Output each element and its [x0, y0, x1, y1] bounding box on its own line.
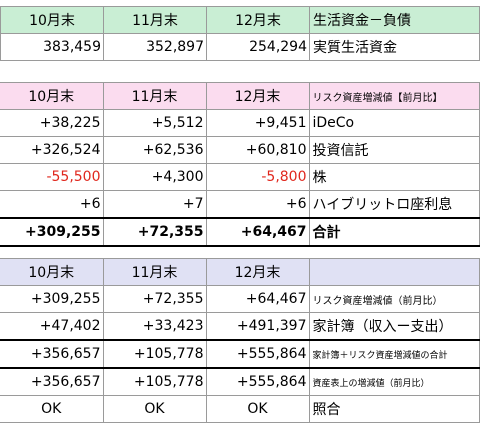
total-cell-nov[interactable]: +72,355 [102, 217, 207, 247]
value-cell-oct[interactable]: +38,225 [0, 109, 104, 137]
total-cell-dec[interactable]: +64,467 [205, 217, 310, 247]
header-cell-title[interactable]: リスク資産増減値【前月比】 [308, 82, 480, 110]
value-cell-dec[interactable]: 254,294 [206, 33, 310, 61]
value-cell-nov[interactable]: +7 [102, 190, 207, 219]
header-cell-title[interactable] [308, 258, 480, 286]
value-cell-oct[interactable]: +356,657 [0, 367, 104, 396]
row-label-cell[interactable]: iDeCo [308, 109, 480, 137]
header-cell-dec[interactable]: 12月末 [206, 6, 310, 34]
header-row: 10月末 11月末 12月末 [0, 258, 480, 286]
row-label-cell[interactable]: 家計簿＋リスク資産増減値の合計 [308, 339, 480, 369]
table-row: -55,500 +4,300 -5,800 株 [0, 163, 480, 191]
row-label-cell[interactable]: 照合 [308, 395, 480, 423]
table-row: +309,255 +72,355 +64,467 リスク資産増減値（前月比） [0, 285, 480, 313]
table-row: +356,657 +105,778 +555,864 資産表上の増減値（前月比） [0, 367, 480, 396]
header-cell-dec[interactable]: 12月末 [205, 82, 310, 110]
table-row: +6 +7 +6 ハイブリットロ座利息 [0, 190, 480, 219]
value-cell-dec[interactable]: +555,864 [205, 367, 310, 396]
table-row: +326,524 +62,536 +60,810 投資信託 [0, 136, 480, 164]
check-cell-dec[interactable]: OK [205, 395, 310, 423]
reconciliation-table: 10月末 11月末 12月末 +309,255 +72,355 +64,467 … [0, 258, 480, 423]
row-label-cell[interactable]: 資産表上の増減値（前月比） [308, 367, 480, 396]
value-cell-oct[interactable]: 383,459 [0, 33, 104, 61]
row-label-cell[interactable]: 株 [308, 163, 480, 191]
value-cell-nov[interactable]: +105,778 [102, 367, 207, 396]
header-cell-title[interactable]: 生活資金－負債 [309, 6, 480, 34]
row-label-cell[interactable]: 実質生活資金 [309, 33, 480, 61]
value-cell-oct[interactable]: -55,500 [0, 163, 104, 191]
header-cell-oct[interactable]: 10月末 [0, 258, 104, 286]
value-cell-nov[interactable]: +4,300 [102, 163, 207, 191]
table-row: +38,225 +5,512 +9,451 iDeCo [0, 109, 480, 137]
value-cell-nov[interactable]: 352,897 [103, 33, 207, 61]
check-cell-oct[interactable]: OK [0, 395, 104, 423]
header-cell-oct[interactable]: 10月末 [0, 82, 104, 110]
value-cell-nov[interactable]: +5,512 [102, 109, 207, 137]
value-cell-nov[interactable]: +62,536 [102, 136, 207, 164]
total-row: +309,255 +72,355 +64,467 合計 [0, 217, 480, 247]
value-cell-dec[interactable]: +9,451 [205, 109, 310, 137]
value-cell-dec[interactable]: +491,397 [205, 312, 310, 341]
value-cell-oct[interactable]: +326,524 [0, 136, 104, 164]
value-cell-dec[interactable]: +60,810 [205, 136, 310, 164]
value-cell-oct[interactable]: +47,402 [0, 312, 104, 341]
value-cell-nov[interactable]: +105,778 [102, 339, 207, 369]
value-cell-oct[interactable]: +356,657 [0, 339, 104, 369]
row-label-cell[interactable]: 家計簿（収入ー支出） [308, 312, 480, 341]
header-row: 10月末 11月末 12月末 生活資金－負債 [0, 6, 480, 34]
total-label-cell[interactable]: 合計 [308, 217, 480, 247]
value-cell-nov[interactable]: +72,355 [102, 285, 207, 313]
row-label-cell[interactable]: ハイブリットロ座利息 [308, 190, 480, 219]
value-cell-dec[interactable]: +64,467 [205, 285, 310, 313]
value-cell-oct[interactable]: +6 [0, 190, 104, 219]
header-cell-dec[interactable]: 12月末 [205, 258, 310, 286]
value-cell-nov[interactable]: +33,423 [102, 312, 207, 341]
table-row: 383,459 352,897 254,294 実質生活資金 [0, 33, 480, 61]
header-row: 10月末 11月末 12月末 リスク資産増減値【前月比】 [0, 82, 480, 110]
table-row: +356,657 +105,778 +555,864 家計簿＋リスク資産増減値の… [0, 339, 480, 369]
check-cell-nov[interactable]: OK [102, 395, 207, 423]
value-cell-dec[interactable]: -5,800 [205, 163, 310, 191]
row-label-cell[interactable]: リスク資産増減値（前月比） [308, 285, 480, 313]
table-row: OK OK OK 照合 [0, 395, 480, 423]
header-cell-nov[interactable]: 11月末 [103, 6, 207, 34]
value-cell-dec[interactable]: +6 [205, 190, 310, 219]
row-label-cell[interactable]: 投資信託 [308, 136, 480, 164]
living-funds-table: 10月末 11月末 12月末 生活資金－負債 383,459 352,897 2… [0, 6, 480, 61]
value-cell-dec[interactable]: +555,864 [205, 339, 310, 369]
header-cell-nov[interactable]: 11月末 [102, 258, 207, 286]
risk-asset-table: 10月末 11月末 12月末 リスク資産増減値【前月比】 +38,225 +5,… [0, 82, 480, 247]
value-cell-oct[interactable]: +309,255 [0, 285, 104, 313]
total-cell-oct[interactable]: +309,255 [0, 217, 104, 247]
header-cell-nov[interactable]: 11月末 [102, 82, 207, 110]
header-cell-oct[interactable]: 10月末 [0, 6, 104, 34]
table-row: +47,402 +33,423 +491,397 家計簿（収入ー支出） [0, 312, 480, 341]
